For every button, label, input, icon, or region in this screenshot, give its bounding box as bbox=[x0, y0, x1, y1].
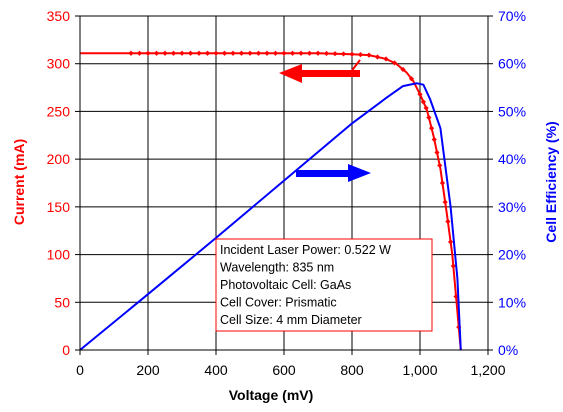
current-point bbox=[145, 50, 151, 56]
y-right-tick-label: 20% bbox=[498, 247, 526, 263]
x-tick-label: 1,200 bbox=[470, 362, 505, 378]
current-point bbox=[417, 91, 423, 97]
current-point bbox=[272, 50, 279, 56]
current-point bbox=[349, 51, 355, 57]
x-axis-title: Voltage (mV) bbox=[229, 387, 314, 403]
current-point bbox=[442, 199, 448, 205]
y-left-tick-label: 250 bbox=[47, 103, 71, 119]
current-point bbox=[340, 51, 347, 57]
y-right-tick-label: 30% bbox=[498, 199, 526, 215]
y-right-tick-label: 50% bbox=[498, 103, 526, 119]
current-point bbox=[204, 50, 211, 56]
efficiency-series bbox=[79, 82, 462, 351]
current-point bbox=[136, 50, 143, 56]
annotation-line: Incident Laser Power: 0.522 W bbox=[220, 243, 391, 257]
annotation-line: Cell Cover: Prismatic bbox=[220, 296, 337, 310]
right-arrow-efficiency bbox=[296, 164, 371, 182]
annotation-line: Photovoltaic Cell: GaAs bbox=[220, 278, 351, 292]
x-tick-label: 0 bbox=[76, 362, 84, 378]
left-arrow-current bbox=[279, 64, 360, 83]
y-left-tick-label: 50 bbox=[54, 294, 70, 310]
y-right-tick-label: 10% bbox=[498, 294, 526, 310]
direction-arrows bbox=[279, 59, 371, 182]
current-point bbox=[289, 50, 296, 56]
current-point bbox=[374, 54, 381, 60]
current-point bbox=[247, 50, 253, 56]
current-point bbox=[448, 239, 454, 245]
current-point bbox=[437, 162, 443, 169]
plot-frame bbox=[79, 15, 489, 351]
y-left-tick-label: 300 bbox=[47, 56, 71, 72]
current-point bbox=[323, 50, 330, 57]
current-series bbox=[80, 50, 462, 351]
x-tick-label: 400 bbox=[204, 362, 228, 378]
annotation-frame bbox=[215, 238, 433, 332]
y-right-tick-label: 70% bbox=[498, 8, 526, 24]
current-point bbox=[439, 180, 446, 186]
current-point bbox=[445, 218, 451, 225]
y-left-tick-label: 200 bbox=[47, 151, 71, 167]
current-point bbox=[230, 50, 236, 56]
current-point bbox=[255, 50, 262, 56]
y-left-tick-label: 150 bbox=[47, 199, 71, 215]
y-right-tick-label: 60% bbox=[498, 56, 526, 72]
x-tick-label: 800 bbox=[340, 362, 364, 378]
current-point bbox=[391, 60, 398, 66]
annotation-line: Cell Size: 4 mm Diameter bbox=[220, 313, 362, 327]
current-point bbox=[179, 50, 185, 56]
current-point bbox=[423, 105, 429, 111]
current-point bbox=[426, 114, 432, 121]
current-point bbox=[128, 50, 134, 56]
y-left-tick-label: 100 bbox=[47, 247, 71, 263]
current-point bbox=[238, 50, 245, 56]
current-point bbox=[428, 125, 435, 131]
current-point bbox=[298, 50, 304, 56]
annotation-line: Wavelength: 835 nm bbox=[220, 261, 334, 275]
current-point bbox=[315, 50, 321, 56]
current-point bbox=[213, 50, 219, 56]
current-point bbox=[434, 149, 440, 156]
current-point bbox=[357, 52, 364, 58]
current-point bbox=[170, 50, 177, 56]
current-point bbox=[431, 136, 437, 143]
y-right-axis-title: Cell Efficiency (%) bbox=[543, 121, 559, 242]
y-left-tick-label: 350 bbox=[47, 8, 71, 24]
x-tick-label: 600 bbox=[272, 362, 296, 378]
current-arrow-leader bbox=[349, 59, 361, 74]
current-point bbox=[221, 50, 228, 56]
current-point bbox=[420, 99, 426, 105]
current-point bbox=[162, 50, 168, 56]
axes: 0 200 400 600 800 1,000 1,200 0 50 100 150 200 250 30… bbox=[47, 8, 526, 378]
current-point bbox=[264, 50, 270, 56]
efficiency-line bbox=[79, 82, 462, 351]
y-right-tick-label: 0% bbox=[498, 342, 518, 358]
y-right-tick-label: 40% bbox=[498, 151, 526, 167]
current-point bbox=[281, 50, 287, 56]
current-point bbox=[153, 50, 160, 56]
current-point bbox=[408, 76, 415, 82]
current-point bbox=[400, 66, 406, 73]
current-point bbox=[450, 263, 456, 269]
current-point bbox=[332, 51, 338, 57]
current-point bbox=[187, 50, 194, 56]
x-tick-label: 200 bbox=[136, 362, 160, 378]
current-point bbox=[196, 50, 202, 56]
current-point bbox=[306, 50, 313, 56]
current-point bbox=[383, 56, 389, 62]
annotation-box: Incident Laser Power: 0.522 W Wavelength:… bbox=[215, 238, 433, 332]
y-left-tick-label: 0 bbox=[62, 342, 70, 358]
x-tick-label: 1,000 bbox=[402, 362, 437, 378]
y-left-axis-title: Current (mA) bbox=[11, 139, 27, 225]
current-point bbox=[366, 52, 372, 58]
